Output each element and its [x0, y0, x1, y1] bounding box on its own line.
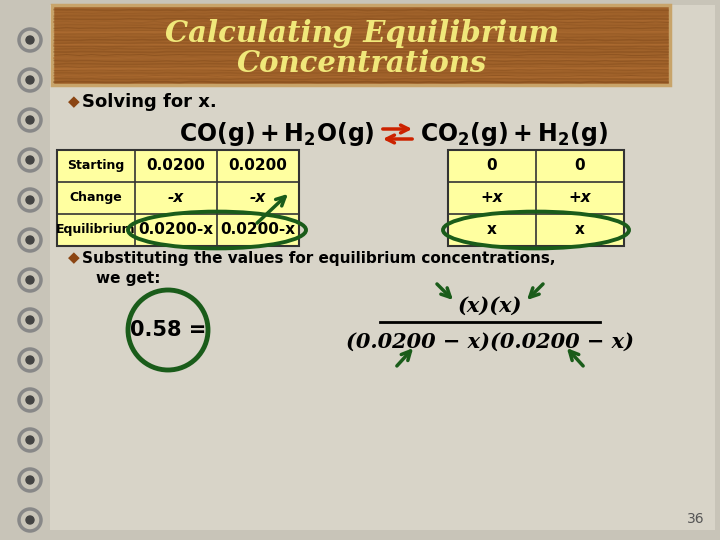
Text: 0.0200-x: 0.0200-x	[220, 222, 296, 238]
Text: Calculating Equilibrium: Calculating Equilibrium	[165, 19, 559, 49]
Text: -x: -x	[250, 191, 266, 206]
Circle shape	[26, 196, 34, 204]
Text: Concentrations: Concentrations	[237, 50, 487, 78]
Text: +x: +x	[569, 191, 591, 206]
Text: Equilibrium: Equilibrium	[56, 224, 136, 237]
Text: -x: -x	[168, 191, 184, 206]
Text: 0: 0	[487, 159, 498, 173]
Text: ◆: ◆	[68, 251, 80, 266]
Text: 0.58 =: 0.58 =	[130, 320, 206, 340]
Text: 0.0200-x: 0.0200-x	[138, 222, 214, 238]
Circle shape	[26, 236, 34, 244]
Circle shape	[26, 476, 34, 484]
Circle shape	[26, 356, 34, 364]
Text: (x)(x): (x)(x)	[458, 296, 522, 316]
Text: 0.0200: 0.0200	[147, 159, 205, 173]
Text: ◆: ◆	[68, 94, 80, 110]
Text: 36: 36	[688, 512, 705, 526]
Circle shape	[26, 396, 34, 404]
Text: (0.0200 − x)(0.0200 − x): (0.0200 − x)(0.0200 − x)	[346, 332, 634, 352]
Text: x: x	[575, 222, 585, 238]
Text: Substituting the values for equilibrium concentrations,: Substituting the values for equilibrium …	[82, 251, 556, 266]
FancyBboxPatch shape	[50, 5, 715, 530]
Text: 0.0200: 0.0200	[228, 159, 287, 173]
Text: Starting: Starting	[68, 159, 125, 172]
Text: $\mathbf{CO(g) + H_2O(g)}$: $\mathbf{CO(g) + H_2O(g)}$	[179, 120, 375, 148]
Circle shape	[26, 276, 34, 284]
Circle shape	[26, 156, 34, 164]
FancyBboxPatch shape	[52, 5, 670, 85]
Text: 0: 0	[575, 159, 585, 173]
FancyBboxPatch shape	[448, 150, 624, 246]
Circle shape	[26, 436, 34, 444]
FancyBboxPatch shape	[57, 150, 299, 246]
Text: we get:: we get:	[96, 271, 161, 286]
Circle shape	[26, 516, 34, 524]
Circle shape	[26, 316, 34, 324]
Text: $\mathbf{CO_2(g) + H_2(g)}$: $\mathbf{CO_2(g) + H_2(g)}$	[420, 120, 608, 148]
Circle shape	[26, 36, 34, 44]
Text: Solving for x.: Solving for x.	[82, 93, 217, 111]
Circle shape	[26, 116, 34, 124]
Text: +x: +x	[481, 191, 503, 206]
Text: Change: Change	[70, 192, 122, 205]
Text: x: x	[487, 222, 497, 238]
Circle shape	[26, 76, 34, 84]
